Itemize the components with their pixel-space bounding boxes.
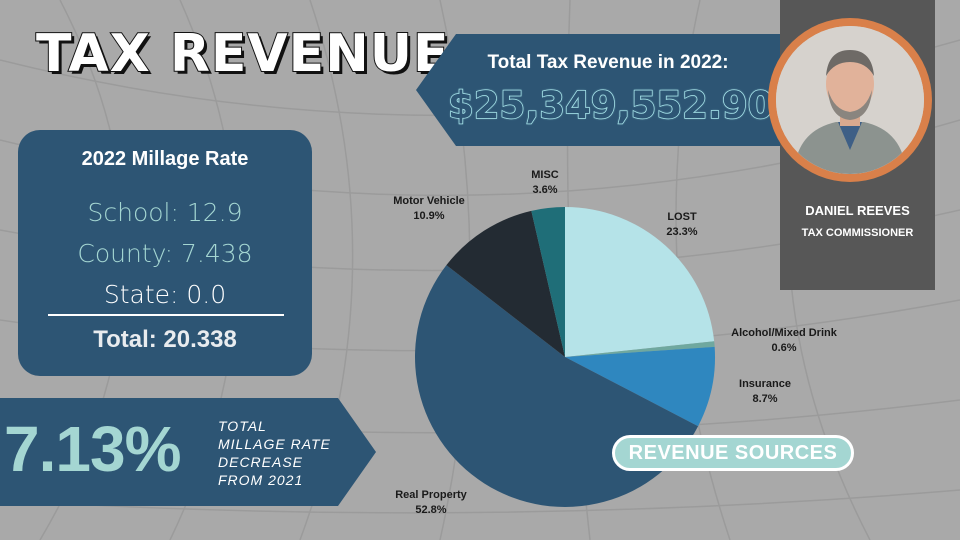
portrait <box>776 26 924 174</box>
pie-value-misc: 3.6% <box>532 184 557 196</box>
millage-county: County: 7.438 <box>77 239 253 268</box>
millage-divider <box>48 314 284 316</box>
millage-rate-card <box>18 130 312 376</box>
page-title: TAX REVENUE <box>35 23 450 85</box>
person-icon <box>776 26 924 174</box>
pie-label-misc: MISC <box>531 169 559 181</box>
revenue-sources-label: REVENUE SOURCES <box>612 435 854 471</box>
decrease-description: TOTAL MILLAGE RATE DECREASE FROM 2021 <box>218 418 331 488</box>
millage-total: Total: 20.338 <box>93 326 237 353</box>
decrease-banner <box>0 398 376 506</box>
millage-title: 2022 Millage Rate <box>81 148 249 170</box>
total-revenue-value: $25,349,552.90 <box>447 83 774 128</box>
pie-label-alcohol-mixed-drink: Alcohol/Mixed Drink <box>731 327 838 339</box>
millage-state: State: 0.0 <box>103 280 227 309</box>
pie-slice-alcohol-mixed-drink <box>565 341 715 357</box>
decrease-percentage: 7.13% <box>4 413 181 485</box>
pie-label-lost: LOST <box>667 211 697 223</box>
pie-slice-lost <box>565 207 715 357</box>
commissioner-role: TAX COMMISSIONER <box>801 227 914 239</box>
pie-value-motor-vehicle: 10.9% <box>413 210 444 222</box>
pie-label-real-property: Real Property <box>395 489 467 501</box>
pie-value-insurance: 8.7% <box>752 393 777 405</box>
pie-slice-motor-vehicle <box>446 210 565 357</box>
commissioner-name: DANIEL REEVES <box>805 203 910 218</box>
pie-label-motor-vehicle: Motor Vehicle <box>393 195 465 207</box>
pie-label-insurance: Insurance <box>739 378 791 390</box>
millage-school: School: 12.9 <box>87 198 243 227</box>
total-revenue-label: Total Tax Revenue in 2022: <box>487 52 729 73</box>
pie-value-lost: 23.3% <box>666 226 697 238</box>
commissioner-photo <box>768 18 932 182</box>
pie-value-alcohol-mixed-drink: 0.6% <box>771 342 796 354</box>
pie-value-real-property: 52.8% <box>415 504 446 516</box>
total-revenue-banner <box>416 34 786 146</box>
pie-slice-insurance <box>565 346 716 427</box>
pie-slice-misc <box>531 207 565 357</box>
